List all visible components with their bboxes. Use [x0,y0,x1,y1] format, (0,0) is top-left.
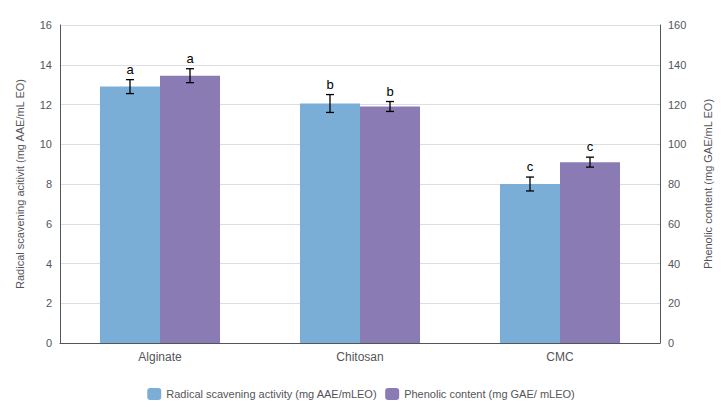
svg-text:b: b [386,84,393,99]
svg-text:16: 16 [40,19,52,31]
svg-text:80: 80 [668,178,680,190]
svg-text:14: 14 [40,59,52,71]
svg-text:Radical scavening acitivit (mg: Radical scavening acitivit (mg AAE/mL EO… [14,79,26,289]
svg-text:120: 120 [668,99,686,111]
svg-text:2: 2 [46,297,52,309]
svg-text:Phenolic content (mg GAE/ mLEO: Phenolic content (mg GAE/ mLEO) [404,388,575,400]
svg-text:a: a [186,51,194,66]
svg-text:CMC: CMC [546,350,574,364]
svg-text:0: 0 [668,337,674,349]
svg-text:c: c [527,159,534,174]
svg-text:Phenolic content (mg GAE/mL EO: Phenolic content (mg GAE/mL EO) [702,99,714,269]
svg-text:4: 4 [46,258,52,270]
svg-text:Chitosan: Chitosan [336,350,383,364]
svg-text:b: b [326,77,333,92]
svg-text:0: 0 [46,337,52,349]
svg-text:Alginate: Alginate [138,350,182,364]
svg-text:20: 20 [668,297,680,309]
svg-text:Radical scavening activity (mg: Radical scavening activity (mg AAE/mLEO) [166,388,376,400]
svg-text:40: 40 [668,258,680,270]
svg-text:c: c [587,139,594,154]
svg-text:6: 6 [46,218,52,230]
svg-text:10: 10 [40,138,52,150]
svg-text:a: a [126,62,134,77]
svg-text:8: 8 [46,178,52,190]
svg-text:140: 140 [668,59,686,71]
svg-text:160: 160 [668,19,686,31]
svg-text:12: 12 [40,99,52,111]
svg-text:60: 60 [668,218,680,230]
svg-text:100: 100 [668,138,686,150]
